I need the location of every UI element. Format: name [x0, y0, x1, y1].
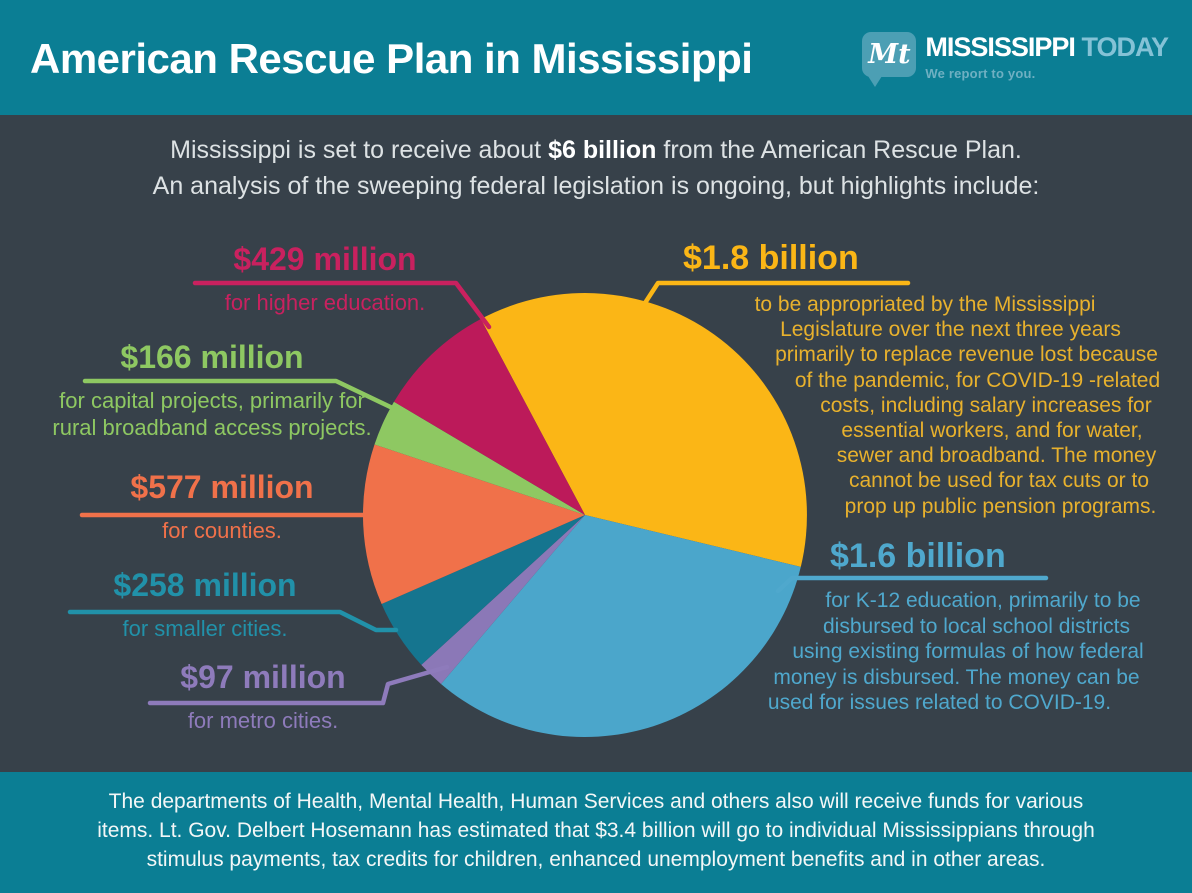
- callout-amount: $258 million: [113, 567, 297, 603]
- description-line: costs, including salary increases for: [820, 393, 1152, 417]
- logo-name-secondary: TODAY: [1081, 32, 1169, 62]
- footer-text: The departments of Health, Mental Health…: [0, 787, 1192, 874]
- description-line: cannot be used for tax cuts or to: [848, 469, 1149, 493]
- callout-description: for counties.: [162, 518, 282, 543]
- description-line: sewer and broadband. The money: [836, 444, 1157, 468]
- callout-k12-amount: $1.6 billion: [830, 537, 1006, 575]
- description-line: of the pandemic, for COVID-19 -related: [794, 368, 1161, 392]
- footer-line-1: The departments of Health, Mental Health…: [108, 790, 1084, 813]
- description-line: Legislature over the next three years: [780, 318, 1121, 342]
- callout-description: for metro cities.: [187, 708, 339, 733]
- intro-line-1: Mississippi is set to receive about $6 b…: [0, 132, 1192, 168]
- logo-tagline: We report to you.: [925, 66, 1036, 81]
- callout-description: for capital projects, primarily for rura…: [52, 388, 372, 440]
- description-line: essential workers, and for water,: [841, 419, 1143, 443]
- callout-smaller-cities: $258 million for smaller cities.: [0, 564, 410, 642]
- mississippi-today-logo: Mt MISSISSIPPI TODAY We report to you.: [862, 32, 1169, 87]
- header-band: American Rescue Plan in Mississippi Mt M…: [0, 0, 1192, 115]
- description-line: disbursed to local school districts: [823, 614, 1130, 638]
- description-line: using existing formulas of how federal: [792, 640, 1144, 663]
- description-line: money is disbursed. The money can be: [773, 665, 1140, 689]
- callout-metro-cities: $97 million for metro cities.: [63, 656, 463, 734]
- description-line: to be appropriated by the Mississippi: [754, 293, 1096, 316]
- callout-amount: $166 million: [120, 339, 304, 375]
- speech-bubble-tail: [868, 76, 883, 87]
- footer-line-3: stimulus payments, tax credits for child…: [146, 848, 1046, 871]
- logo-name-primary: MISSISSIPPI: [925, 32, 1076, 62]
- callout-amount: $97 million: [180, 659, 346, 695]
- page-title: American Rescue Plan in Mississippi: [30, 35, 753, 82]
- footer-band: The departments of Health, Mental Health…: [0, 772, 1192, 893]
- description-line: used for issues related to COVID-19.: [767, 691, 1112, 714]
- callout-amount: $577 million: [130, 469, 314, 505]
- callout-higher-education: $429 million for higher education.: [75, 238, 575, 316]
- description-line: prop up public pension programs.: [844, 494, 1157, 518]
- callout-capital-projects: $166 million for capital projects, prima…: [0, 336, 424, 441]
- intro-line1-pre: Mississippi is set to receive about: [170, 136, 549, 164]
- intro-line-2: An analysis of the sweeping federal legi…: [152, 172, 1040, 200]
- intro-line1-post: from the American Rescue Plan.: [656, 136, 1022, 164]
- callout-legislature-amount: $1.8 billion: [683, 239, 859, 277]
- logo-monogram: Mt: [868, 39, 911, 70]
- callout-k12-description: for K-12 education, primarily to be disbu…: [655, 588, 1160, 716]
- logo-name: MISSISSIPPI TODAY: [925, 32, 1169, 62]
- description-line: primarily to replace revenue lost becaus…: [775, 343, 1158, 367]
- callout-legislature-description: to be appropriated by the Mississippi Leg…: [655, 292, 1178, 519]
- logo-text: MISSISSIPPI TODAY We report to you.: [925, 32, 1169, 81]
- callout-amount: $429 million: [233, 241, 417, 277]
- intro-total-amount: $6 billion: [548, 136, 657, 164]
- callout-description: for smaller cities.: [122, 616, 288, 641]
- footer-line-2: items. Lt. Gov. Delbert Hosemann has est…: [97, 819, 1095, 842]
- callout-description: for higher education.: [224, 290, 426, 315]
- callout-counties: $577 million for counties.: [15, 466, 429, 544]
- intro-text: Mississippi is set to receive about $6 b…: [0, 132, 1192, 204]
- logo-speech-bubble-icon: Mt: [862, 32, 917, 87]
- description-line: for K-12 education, primarily to be: [825, 589, 1141, 612]
